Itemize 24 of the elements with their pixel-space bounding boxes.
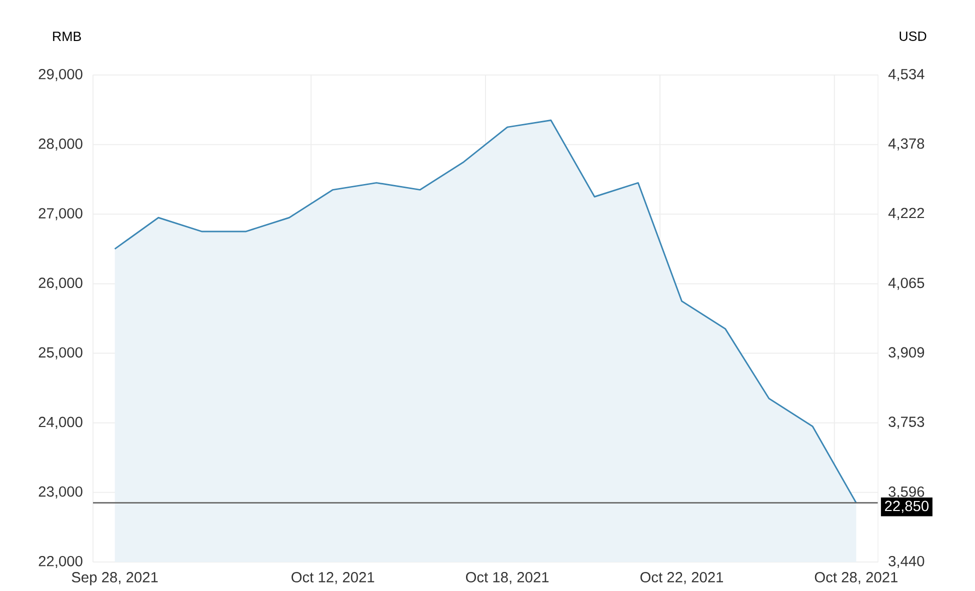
y2-tick-label: 3,440 (888, 556, 924, 568)
y-tick-label: 25,000 (38, 347, 82, 360)
y-tick-label: 29,000 (38, 68, 82, 82)
x-tick-label: Oct 28, 2021 (814, 572, 898, 584)
x-tick-label: Sep 28, 2021 (72, 572, 158, 586)
y2-tick-label: 4,534 (888, 68, 924, 82)
y2-tick-label: 3,596 (888, 486, 924, 499)
x-tick-label: Oct 12, 2021 (292, 572, 374, 584)
ref-line-label: 22,850 (885, 500, 929, 513)
y-tick-label: 24,000 (38, 416, 82, 429)
y-tick-label: 28,000 (38, 138, 82, 151)
y2-tick-label: 4,065 (888, 278, 924, 290)
y-tick-label: 23,000 (38, 486, 82, 498)
x-tick-label: Oct 18, 2021 (466, 572, 549, 584)
y2-tick-label: 4,222 (888, 208, 924, 220)
y-tick-label: 26,000 (38, 278, 82, 290)
y2-tick-label: 4,378 (888, 138, 924, 150)
y2-axis-title: USD (900, 32, 926, 41)
y2-tick-label: 3,753 (888, 416, 924, 429)
y-tick-label: 22,000 (38, 556, 82, 568)
y-axis-title: RMB (53, 32, 81, 41)
y-tick-label: 27,000 (38, 208, 82, 220)
y2-tick-label: 3,909 (888, 347, 924, 360)
x-tick-label: Oct 22, 2021 (640, 572, 724, 584)
